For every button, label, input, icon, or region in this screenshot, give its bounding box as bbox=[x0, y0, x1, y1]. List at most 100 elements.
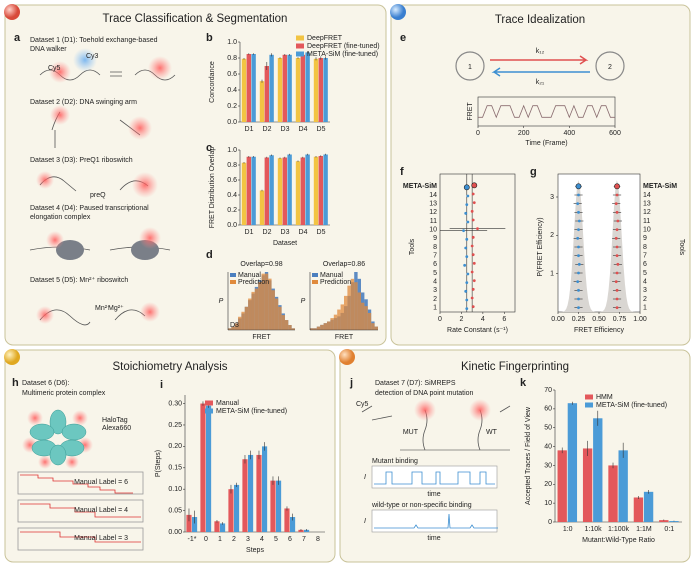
dot bbox=[577, 193, 580, 197]
dataset-label: Dataset 4 (D4): Paused transcriptional bbox=[30, 205, 149, 212]
trace-label: Manual Label = 6 bbox=[74, 479, 128, 486]
legend-swatch bbox=[205, 408, 213, 414]
dot bbox=[463, 184, 470, 191]
bar bbox=[277, 58, 283, 122]
y-tick-label: 0.2 bbox=[227, 103, 237, 110]
y2-tick-label: 8 bbox=[643, 244, 647, 251]
dot bbox=[463, 263, 467, 267]
bar bbox=[582, 448, 593, 522]
legend-label: META-SiM (fine-tuned) bbox=[596, 402, 667, 409]
ligand-label: preQ bbox=[90, 192, 106, 199]
dot bbox=[577, 271, 580, 275]
bar bbox=[259, 190, 265, 225]
hist-bar bbox=[241, 311, 245, 330]
y2-tick-label: 6 bbox=[643, 261, 647, 268]
dot bbox=[576, 236, 580, 240]
dot bbox=[464, 289, 468, 293]
y-tick-label: 2 bbox=[433, 296, 437, 303]
arrow bbox=[490, 55, 589, 65]
dot bbox=[615, 306, 619, 310]
x-tick-label: 1 bbox=[218, 536, 222, 543]
x-label: Dataset bbox=[273, 240, 297, 247]
y-tick-label: 1 bbox=[550, 271, 554, 278]
hist-bar bbox=[244, 306, 249, 330]
x-tick-label: 2 bbox=[232, 536, 236, 543]
y-tick-label: 3 bbox=[433, 287, 437, 294]
legend-label: Prediction bbox=[320, 279, 351, 286]
x-tick-label: 0.00 bbox=[551, 316, 565, 323]
dye-glow bbox=[36, 306, 54, 324]
x-tick-label: 0:1 bbox=[664, 526, 674, 533]
dye-glow bbox=[46, 231, 64, 249]
plot-frame bbox=[477, 96, 616, 127]
panel-letter: j bbox=[349, 377, 353, 389]
bar bbox=[228, 489, 234, 532]
hist-bar bbox=[278, 306, 282, 330]
dataset-label: Multimeric protein complex bbox=[22, 390, 106, 397]
hist-bar bbox=[344, 295, 348, 330]
bar bbox=[305, 154, 310, 225]
y-tick-label: 3 bbox=[550, 194, 554, 201]
x-tick-label: 400 bbox=[563, 130, 575, 137]
dot bbox=[577, 219, 581, 223]
dot bbox=[470, 209, 474, 213]
hist-bar bbox=[340, 304, 344, 330]
dot bbox=[616, 262, 620, 266]
dot bbox=[614, 236, 618, 240]
y-tick-label: 1.0 bbox=[227, 147, 237, 154]
bar bbox=[282, 157, 288, 225]
bar bbox=[241, 162, 247, 225]
state-label: 2 bbox=[608, 64, 612, 71]
x-tick-label: 1:10k bbox=[585, 526, 603, 533]
y-tick-label: 0.8 bbox=[227, 162, 237, 169]
dot bbox=[465, 281, 469, 285]
hist-bar bbox=[271, 290, 275, 330]
dna bbox=[39, 69, 176, 81]
dot bbox=[470, 270, 474, 274]
trace-label: Manual Label = 4 bbox=[74, 507, 128, 514]
legend-swatch bbox=[296, 43, 304, 49]
trace-box bbox=[371, 509, 498, 533]
y-tick-label: 4 bbox=[433, 279, 437, 286]
x-tick-label: 0.75 bbox=[613, 316, 627, 323]
x-tick-label: D4 bbox=[299, 126, 308, 133]
trace-label: wild-type or non-specific binding bbox=[371, 502, 472, 509]
dot bbox=[471, 192, 475, 196]
hist-bar bbox=[248, 298, 252, 330]
bar bbox=[248, 454, 254, 532]
x-tick-label: 1.00 bbox=[633, 316, 647, 323]
hist-bar bbox=[347, 285, 351, 330]
bar bbox=[298, 529, 304, 532]
dye-glow bbox=[128, 116, 152, 140]
y-tick-label: 0 bbox=[548, 519, 552, 526]
hist-bar bbox=[274, 298, 279, 330]
x-tick-label: D2 bbox=[263, 126, 272, 133]
y-tick-label: 10 bbox=[429, 227, 437, 234]
y2-tick-label: 11 bbox=[643, 218, 650, 225]
plot-frame bbox=[439, 173, 516, 313]
bar bbox=[262, 446, 268, 532]
dot bbox=[464, 211, 468, 215]
hist-bar bbox=[288, 325, 292, 330]
x-tick-label: 600 bbox=[609, 130, 621, 137]
simreps-diagram bbox=[361, 405, 511, 451]
dot bbox=[577, 262, 581, 266]
bar bbox=[295, 161, 301, 225]
bar bbox=[234, 484, 240, 532]
bar bbox=[567, 403, 578, 522]
y-tick-label: 0.25 bbox=[168, 422, 182, 429]
trace-label: Manual Label = 3 bbox=[74, 535, 128, 542]
bar bbox=[251, 156, 256, 225]
dot bbox=[470, 296, 474, 300]
dot bbox=[575, 183, 582, 190]
icon bbox=[339, 349, 355, 365]
hist-bar bbox=[320, 324, 324, 330]
target-label: WT bbox=[486, 429, 498, 436]
y-tick-label: 40 bbox=[544, 443, 552, 450]
bar bbox=[264, 157, 270, 225]
dye-label: Cy5 bbox=[48, 65, 61, 72]
dot bbox=[615, 288, 619, 292]
dataset-label: Dataset 5 (D5): Mn²⁺ riboswitch bbox=[30, 276, 128, 284]
legend-label: Manual bbox=[320, 272, 343, 279]
